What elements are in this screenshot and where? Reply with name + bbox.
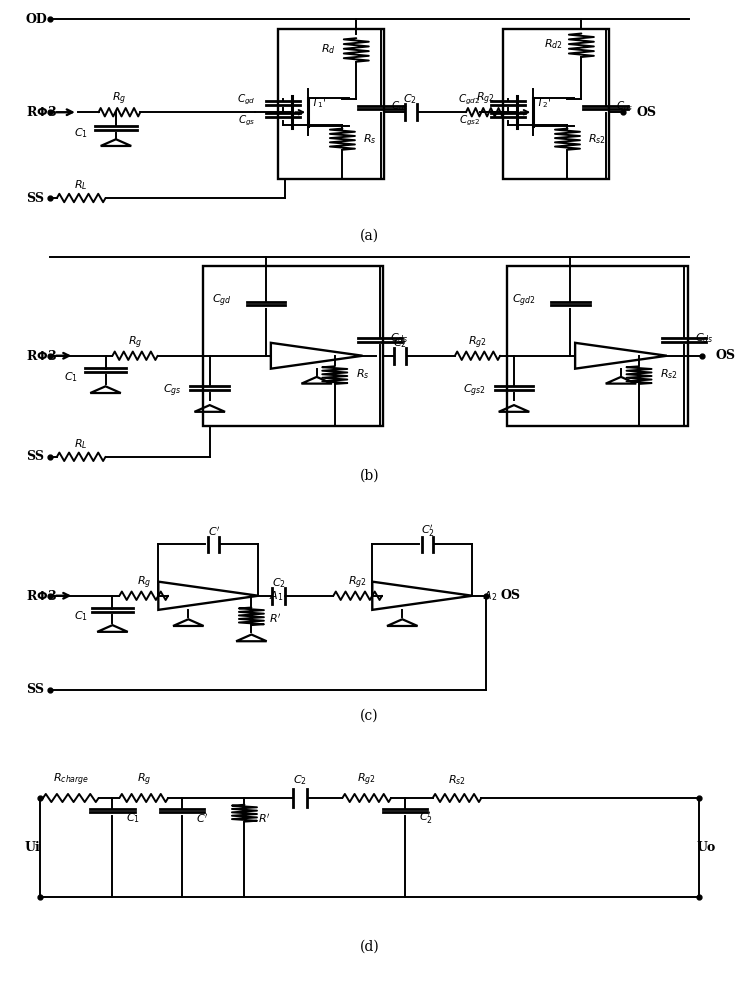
Text: $C_1$: $C_1$ [74,609,88,623]
Text: R$\mathbf{\Phi}$3: R$\mathbf{\Phi}$3 [26,349,56,363]
Text: $C_{ds}$: $C_{ds}$ [616,99,633,113]
Text: $R_s$: $R_s$ [364,132,377,146]
Text: $C_2$: $C_2$ [271,576,285,590]
Text: $R_{g2}$: $R_{g2}$ [476,91,494,107]
Text: SS: SS [26,683,44,696]
Text: $R_L$: $R_L$ [75,437,88,451]
Text: $C_2'$: $C_2'$ [419,810,433,826]
Text: $C_{ds}$: $C_{ds}$ [695,331,713,345]
Text: $R_g$: $R_g$ [128,335,142,351]
Text: SS: SS [26,450,44,463]
Text: $R_g$: $R_g$ [137,575,151,591]
Text: $R'$: $R'$ [259,812,271,825]
Text: $C_{ds}$: $C_{ds}$ [390,331,409,345]
Text: $A_2$: $A_2$ [483,589,497,603]
Text: $T_1$': $T_1$' [311,96,327,110]
Text: $C_{gd2}$: $C_{gd2}$ [458,93,480,107]
Text: $R'$: $R'$ [269,612,282,625]
Text: $R_g$: $R_g$ [137,772,151,788]
Text: $R_{d2}$: $R_{d2}$ [544,37,563,51]
Bar [503,29,609,179]
Text: $R_{s2}$: $R_{s2}$ [448,773,466,787]
Bar [278,29,384,179]
Text: $C'$: $C'$ [208,525,220,538]
Bar [507,266,688,426]
Text: $R_s$: $R_s$ [355,368,370,381]
Text: $C_2$: $C_2$ [403,92,417,106]
Text: $C'$: $C'$ [196,812,208,825]
Text: (c): (c) [360,709,379,723]
Text: R$\mathbf{\Phi}$3: R$\mathbf{\Phi}$3 [26,589,56,603]
Text: (d): (d) [360,940,379,954]
Text: $R_{s2}$: $R_{s2}$ [660,368,678,381]
Text: $C_1$: $C_1$ [74,126,88,140]
Text: $R_{g2}$: $R_{g2}$ [468,335,487,351]
Text: OS: OS [500,589,520,602]
Text: $C_2'$: $C_2'$ [421,523,435,539]
Text: (a): (a) [360,229,379,243]
Text: $C_1$: $C_1$ [126,811,140,825]
Text: $C_{gd2}$: $C_{gd2}$ [511,292,536,309]
Text: $C_{gs2}$: $C_{gs2}$ [463,383,486,399]
Text: $R_L$: $R_L$ [75,178,88,192]
Text: R$\mathbf{\Phi}$3: R$\mathbf{\Phi}$3 [26,105,56,119]
Text: $A_1$: $A_1$ [269,589,283,603]
Text: $R_d$: $R_d$ [321,42,336,56]
Text: $R_{s2}$: $R_{s2}$ [588,132,606,146]
Text: $C_{gd}$: $C_{gd}$ [236,93,255,107]
Text: $C_{gs}$: $C_{gs}$ [163,383,182,399]
Text: $R_{charge}$: $R_{charge}$ [52,772,89,788]
Text: $C_1$: $C_1$ [64,370,78,384]
Text: $C_{gd}$: $C_{gd}$ [211,292,231,309]
Text: $C_2$: $C_2$ [393,336,407,350]
Text: SS: SS [26,192,44,205]
Text: (b): (b) [360,469,379,483]
Text: $T_2$': $T_2$' [537,96,551,110]
Text: $R_{g2}$: $R_{g2}$ [348,575,367,591]
Text: Ui: Ui [24,841,40,854]
Text: $R_g$: $R_g$ [112,91,126,107]
Text: $C_{gs2}$: $C_{gs2}$ [459,114,480,128]
Text: OD: OD [26,13,47,26]
Bar [202,266,384,426]
Text: Uo: Uo [696,841,715,854]
Text: $C_{ds}$: $C_{ds}$ [391,99,409,113]
Text: $R_{g2}$: $R_{g2}$ [358,772,376,788]
Text: $C_2$: $C_2$ [293,773,307,787]
Text: $C_{gs}$: $C_{gs}$ [238,114,255,128]
Text: OS: OS [637,106,657,119]
Text: OS: OS [715,349,735,362]
